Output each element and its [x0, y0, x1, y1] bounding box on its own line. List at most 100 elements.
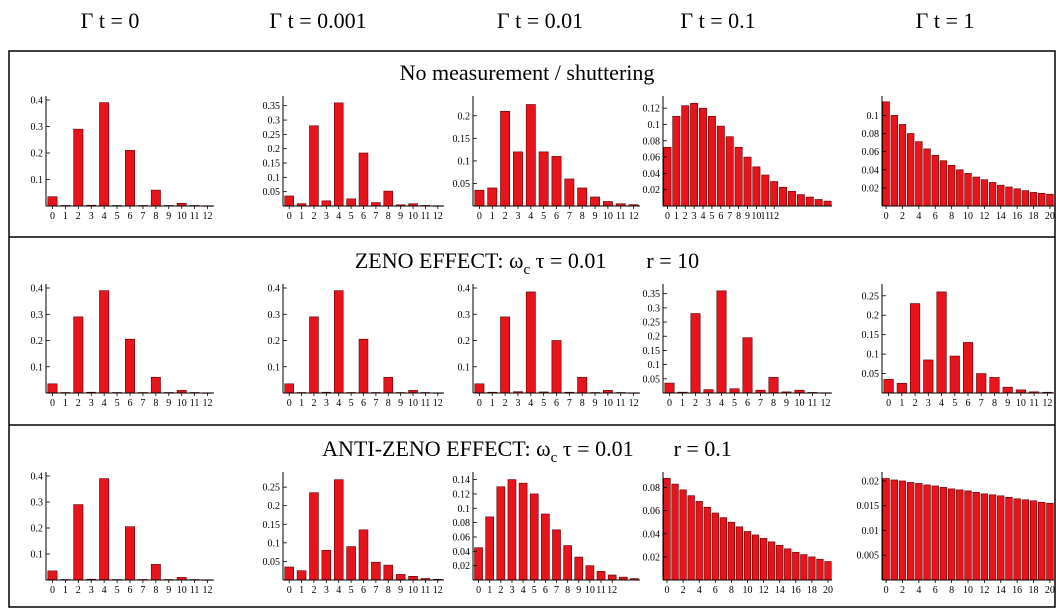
- x-tick-label: 1: [63, 585, 68, 596]
- bar: [883, 379, 894, 394]
- y-tick-label: 0.05: [862, 369, 880, 380]
- x-tick-label: 7: [567, 398, 572, 409]
- y-tick-label: 0.1: [268, 362, 281, 373]
- y-tick-label: 0.1: [648, 360, 661, 371]
- x-tick-label: 2: [76, 398, 81, 409]
- x-tick-label: 2: [503, 398, 508, 409]
- bar: [602, 201, 613, 207]
- x-tick-label: 4: [528, 211, 533, 222]
- y-tick-label: 0.2: [648, 332, 661, 343]
- bar: [1013, 498, 1021, 581]
- y-tick-label: 0.05: [643, 374, 661, 385]
- x-tick-label: 8: [386, 585, 391, 596]
- y-tick-label: 0.02: [862, 183, 880, 194]
- bar: [997, 184, 1005, 207]
- chart-r2c3: 0.02 0.04 0.06 0.08 0 2 4 6 8 10 12 14 16 18 20: [643, 472, 833, 596]
- x-tick-label: 8: [153, 585, 158, 596]
- bar: [663, 146, 672, 207]
- x-tick-label: 12: [1042, 398, 1052, 409]
- y-tick-label: 0.01: [862, 526, 880, 537]
- x-tick-label: 12: [629, 398, 639, 409]
- bar: [551, 156, 562, 207]
- bar: [474, 383, 485, 394]
- y-tick-label: 0.1: [458, 156, 471, 167]
- bar: [805, 196, 814, 207]
- bar: [735, 526, 744, 581]
- bar: [988, 494, 997, 581]
- bar: [1005, 186, 1013, 207]
- bar: [47, 570, 58, 581]
- y-tick-label: 0.4: [31, 472, 44, 483]
- x-tick-label: 3: [89, 398, 94, 409]
- x-tick-label: 7: [727, 211, 732, 222]
- x-tick-label: 2: [311, 398, 316, 409]
- x-tick-label: 1: [674, 211, 679, 222]
- y-tick-label: 0.15: [453, 134, 471, 145]
- x-tick-label: 10: [603, 211, 613, 222]
- bar: [779, 186, 788, 207]
- bar: [690, 313, 701, 394]
- y-tick-label: 0.05: [453, 179, 471, 190]
- y-tick-label: 0.15: [862, 330, 880, 341]
- row-title-2: ANTI-ZENO EFFECT: ωc τ = 0.01 r = 0.1: [322, 436, 732, 466]
- y-tick-label: 0.08: [453, 518, 471, 529]
- bar: [500, 316, 511, 394]
- x-tick-label: 9: [745, 211, 750, 222]
- x-tick-label: 1: [63, 398, 68, 409]
- x-tick-label: 6: [361, 211, 366, 222]
- y-tick-label: 0.05: [263, 187, 281, 198]
- x-tick-label: 6: [554, 398, 559, 409]
- y-tick-label: 0.15: [263, 159, 281, 170]
- bar: [487, 187, 498, 207]
- y-tick-label: 0.1: [31, 175, 44, 186]
- x-tick-label: 5: [541, 211, 546, 222]
- bar: [716, 125, 725, 207]
- column-header-2: Γ t = 0.01: [497, 8, 583, 33]
- bar: [395, 574, 406, 581]
- bar: [371, 561, 381, 581]
- column-header-0: Γ t = 0: [81, 8, 140, 33]
- y-tick-label: 0.2: [867, 311, 880, 322]
- y-tick-label: 0.08: [643, 136, 661, 147]
- bar: [47, 383, 58, 394]
- x-tick-label: 0: [665, 211, 670, 222]
- x-tick-label: 11: [616, 211, 626, 222]
- bar: [808, 556, 816, 581]
- x-tick-label: 20: [1045, 211, 1055, 222]
- bar: [574, 556, 584, 581]
- bar: [719, 517, 727, 581]
- bar: [541, 513, 550, 581]
- bar: [743, 531, 752, 581]
- bar: [800, 554, 808, 581]
- x-tick-label: 7: [373, 398, 378, 409]
- bar: [743, 156, 752, 207]
- chart-r1c3: 0.050.10.150.20.250.30.350 1 2 3 4 5 6 7 8 9 10 11 1…: [643, 284, 832, 409]
- x-tick-label: 5: [732, 398, 737, 409]
- bar: [816, 558, 824, 581]
- y-tick-label: 0.2: [31, 336, 44, 347]
- y-tick-label: 0.2: [458, 336, 471, 347]
- bar: [1038, 501, 1046, 581]
- y-tick-label: 0.1: [268, 538, 281, 549]
- y-tick-label: 0.25: [862, 291, 880, 302]
- y-tick-label: 0.12: [643, 104, 661, 115]
- bar: [99, 478, 110, 581]
- chart-r1c4: 0.050.10.150.20.250 1 2 3 4 5 6 7 8 9 10 11 12: [862, 284, 1054, 409]
- bar: [882, 478, 890, 581]
- x-tick-label: 5: [115, 211, 120, 222]
- x-tick-label: 12: [979, 585, 989, 596]
- bar: [910, 303, 921, 394]
- x-tick-label: 7: [140, 211, 145, 222]
- bar: [1021, 499, 1029, 581]
- bar: [500, 110, 511, 207]
- x-tick-label: 16: [1012, 585, 1022, 596]
- bar: [890, 115, 898, 207]
- x-tick-label: 2: [900, 211, 905, 222]
- bar: [474, 189, 485, 207]
- bar: [664, 382, 675, 394]
- x-tick-label: 6: [543, 585, 548, 596]
- y-tick-label: 0.015: [857, 501, 880, 512]
- x-tick-label: 9: [576, 585, 581, 596]
- x-tick-label: 11: [760, 211, 770, 222]
- x-tick-label: 8: [386, 211, 391, 222]
